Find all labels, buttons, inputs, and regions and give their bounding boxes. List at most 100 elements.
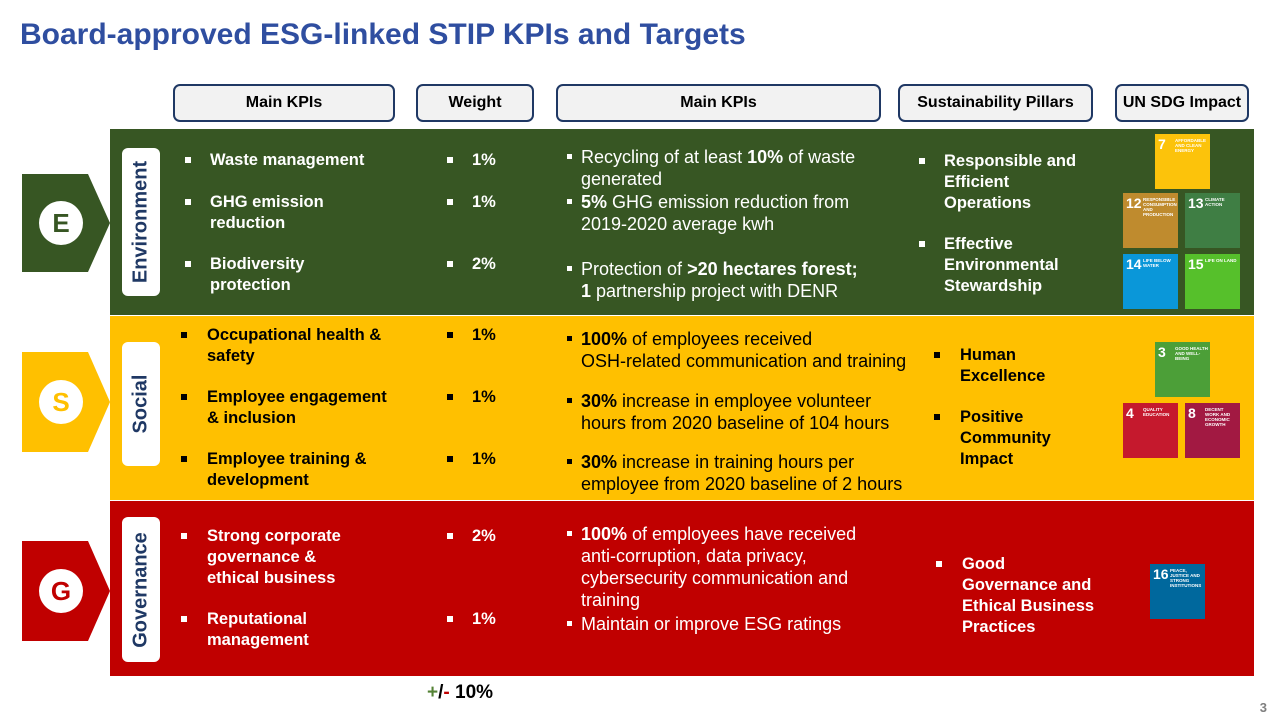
pillar-line: Good [962,555,1006,573]
kpi-line: Waste management [210,151,365,169]
kpi-line: Reputational [207,610,307,628]
sdg-number: 14 [1126,256,1142,272]
sdg-icon: 3 GOOD HEALTH AND WELL-BEING [1155,342,1210,397]
kpi-line: reduction [210,214,286,232]
target-text: increase in employee volunteer [617,391,872,411]
target-text: 30% [581,452,618,472]
weight: 2% [472,255,496,273]
pillar: Positive Community Impact [960,407,1051,470]
kpi: Occupational health & safety [207,325,381,367]
pillar: Responsible and Efficient Operations [944,151,1076,214]
sdg-icon: 15 LIFE ON LAND [1185,254,1240,309]
column-header: Sustainability Pillars [898,84,1093,122]
pillar-line: Impact [960,450,1014,468]
kpi-line: safety [207,347,255,365]
sdg-number: 8 [1188,405,1196,421]
kpi: Biodiversity protection [210,254,304,296]
total-weight-part: 10% [449,682,494,703]
bullet [567,266,572,271]
bullet [567,531,572,536]
target-line: Protection of >20 hectares forest; [581,258,858,280]
bullet [181,533,187,539]
sdg-label: CLIMATE ACTION [1205,197,1225,207]
sdg-number: 12 [1126,195,1142,211]
pillar-line: Excellence [960,367,1046,385]
target-text: cybersecurity communication and [581,568,849,588]
pillar-line: Governance and [962,576,1092,594]
target-text: partnership project with DENR [591,281,839,301]
target-line: 100% of employees received [581,328,906,350]
pillar-line: Human [960,346,1016,364]
sdg-icon: 4 QUALITY EDUCATION [1123,403,1178,458]
total-weight: +/- 10% [427,682,493,704]
bullet [447,616,453,622]
sdg-icon: 16 PEACE, JUSTICE AND STRONG INSTITUTIONS [1150,564,1205,619]
weight: 1% [472,610,496,628]
target: Maintain or improve ESG ratings [581,613,841,635]
target-text: anti-corruption, data privacy, [581,546,807,566]
total-weight-part: - [443,682,450,703]
bullet [447,394,453,400]
target-text: 100% [581,329,628,349]
target-text: OSH-related communication and training [581,351,907,371]
section-letter: S [39,380,83,424]
kpi-line: GHG emission [210,193,324,211]
section-letter: E [39,201,83,245]
sdg-label: GOOD HEALTH AND WELL-BEING [1175,346,1208,361]
target-line: 2019-2020 average kwh [581,213,849,235]
kpi-line: Occupational health & [207,326,382,344]
bullet [181,616,187,622]
sdg-number: 13 [1188,195,1204,211]
sdg-label: DECENT WORK AND ECONOMIC GROWTH [1205,407,1231,427]
sdg-number: 15 [1188,256,1204,272]
column-header: Main KPIs [173,84,395,122]
target: 5% GHG emission reduction from 2019-2020 … [581,191,849,235]
target-line: 5% GHG emission reduction from [581,191,849,213]
target-text: of waste [783,147,856,167]
bullet [936,561,942,567]
target-text: 2019-2020 average kwh [581,214,775,234]
sdg-number: 7 [1158,136,1166,152]
sdg-number: 4 [1126,405,1134,421]
target-text: of employees received [627,329,813,349]
target-text: increase in training hours per [617,452,855,472]
kpi-line: Biodiversity [210,255,305,273]
pillar-line: Ethical Business [962,597,1095,615]
target-line: OSH-related communication and training [581,350,906,372]
section-label: Environment [129,160,152,284]
pillar-line: Stewardship [944,277,1043,295]
sdg-label: LIFE ON LAND [1205,258,1237,263]
bullet [181,332,187,338]
sdg-label: LIFE BELOW WATER [1143,258,1171,268]
column-header: UN SDG Impact [1115,84,1249,122]
target-line: hours from 2020 baseline of 104 hours [581,412,889,434]
bullet [181,456,187,462]
target-text: of employees have received [627,524,857,544]
sdg-icon: 13 CLIMATE ACTION [1185,193,1240,248]
kpi-line: management [207,631,309,649]
bullet [934,414,940,420]
kpi-line: Employee training & [207,450,367,468]
weight: 1% [472,326,496,344]
target-line: 30% increase in training hours per [581,451,902,473]
bullet [447,533,453,539]
column-header: Main KPIs [556,84,881,122]
target-text: >20 hectares forest; [687,259,858,279]
target: 100% of employees have received anti-corr… [581,523,856,611]
target-line: generated [581,168,855,190]
target-line: 1 partnership project with DENR [581,280,858,302]
target-text: hours from 2020 baseline of 104 hours [581,413,890,433]
sdg-icon: 12 RESPONSIBLE CONSUMPTION AND PRODUCTION [1123,193,1178,248]
pillar-line: Effective [944,235,1013,253]
target: 100% of employees received OSH-related co… [581,328,906,372]
kpi: Waste management [210,150,364,171]
bullet [919,158,925,164]
bullet [567,398,572,403]
target-line: training [581,589,856,611]
bullet [447,261,453,267]
bullet [567,199,572,204]
kpi-line: protection [210,276,291,294]
section-label: Social [129,374,152,434]
pillar-line: Environmental [944,256,1059,274]
